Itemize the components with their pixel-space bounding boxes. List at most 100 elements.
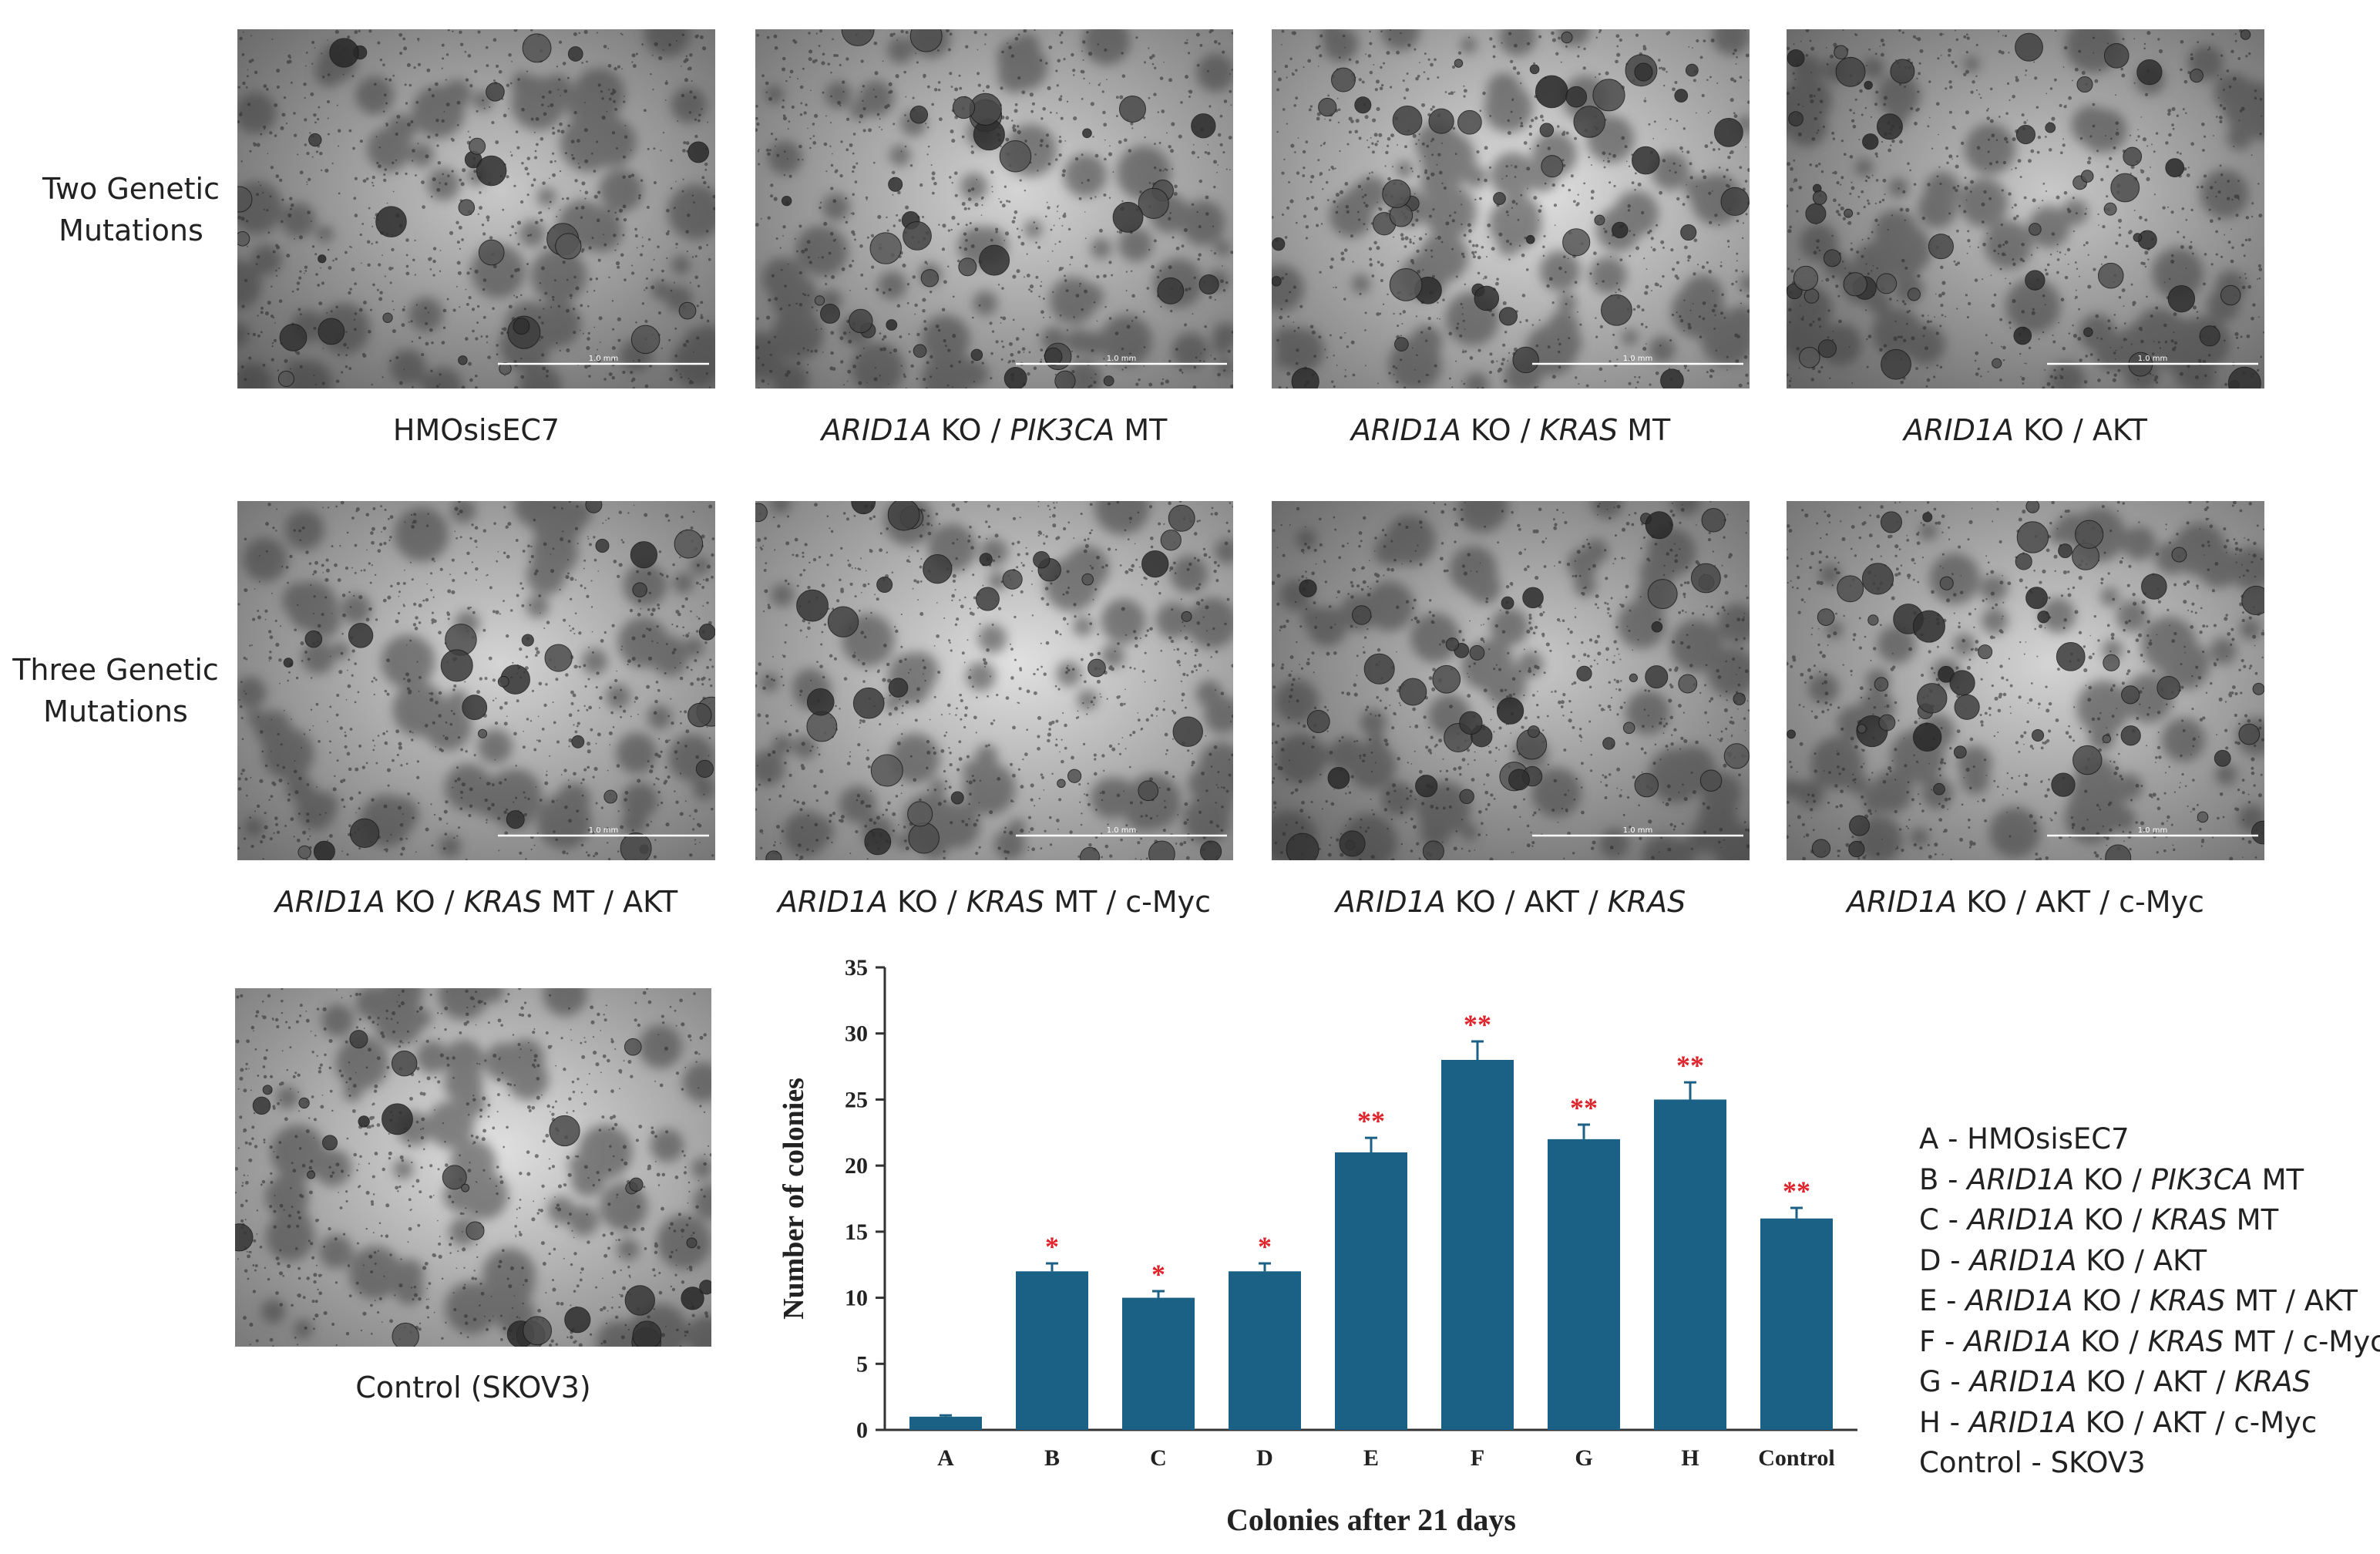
bar-e <box>1335 1152 1407 1430</box>
scale-bar-label: 1.0 mm <box>2138 355 2168 363</box>
x-tick-label: B <box>1044 1445 1060 1471</box>
caption-text: HMOsisEC7 <box>392 413 560 447</box>
micrograph-image: 1.0 mm <box>1272 501 1750 860</box>
y-tick-label: 20 <box>845 1153 868 1179</box>
legend-entry: E - ARID1A KO / KRAS MT / AKT <box>1919 1281 2380 1322</box>
gene-name-text: ARID1A <box>1964 1324 2072 1358</box>
micrograph-control-skov3 <box>235 988 711 1347</box>
micrograph-image: 1.0 mm <box>237 501 715 860</box>
scale-bar-label: 1.0 mm <box>1107 355 1137 363</box>
micrograph-arid1a-kras: 1.0 mm <box>1272 29 1750 388</box>
caption-arid1a-akt-kras: ARID1A KO / AKT / KRAS <box>1233 884 1788 920</box>
micrograph-arid1a-pik3ca: 1.0 mm <box>755 29 1233 388</box>
y-tick-label: 35 <box>845 955 868 980</box>
caption-arid1a-kras: ARID1A KO / KRAS MT <box>1233 412 1788 448</box>
caption-arid1a-akt-cmyc: ARID1A KO / AKT / c-Myc <box>1748 884 2303 920</box>
y-tick-label: 5 <box>856 1351 868 1377</box>
caption-text: H - <box>1919 1405 1969 1439</box>
x-tick-label: Control <box>1758 1445 1834 1471</box>
caption-text: KO / <box>2075 1203 2152 1236</box>
caption-text: KO / AKT / <box>1445 885 1608 919</box>
significance-marker: ** <box>1676 1050 1704 1081</box>
caption-control-skov3: Control (SKOV3) <box>196 1370 751 1405</box>
micrograph-image <box>235 988 711 1347</box>
micrograph-image: 1.0 mm <box>755 29 1233 388</box>
caption-text: MT / AKT <box>542 885 678 919</box>
significance-marker: * <box>1151 1259 1165 1290</box>
row-label-line: Mutations <box>43 695 188 728</box>
caption-text: Control (SKOV3) <box>355 1371 591 1404</box>
row-label-three-mutations: Three Genetic Mutations <box>8 649 224 732</box>
gene-name-text: PIK3CA <box>1010 413 1115 447</box>
legend-entry: A - HMOsisEC7 <box>1919 1119 2380 1160</box>
x-tick-label: F <box>1471 1445 1484 1471</box>
caption-text: MT <box>1114 413 1168 447</box>
caption-arid1a-pik3ca: ARID1A KO / PIK3CA MT <box>717 412 1272 448</box>
x-axis-title: Colonies after 21 days <box>1226 1502 1516 1537</box>
bar-b <box>1016 1271 1088 1430</box>
y-axis-title: Number of colonies <box>778 1078 810 1320</box>
gene-name-text: ARID1A <box>1335 885 1446 919</box>
significance-marker: ** <box>1464 1009 1491 1040</box>
x-tick-label: E <box>1363 1445 1379 1471</box>
caption-text: KO / <box>887 885 966 919</box>
caption-text: KO / AKT / <box>2076 1365 2235 1398</box>
gene-name-text: KRAS <box>1539 413 1619 447</box>
caption-text: G - <box>1919 1365 1970 1398</box>
micrograph-arid1a-akt-cmyc: 1.0 mm <box>1787 501 2264 860</box>
caption-hmosisec7: HMOsisEC7 <box>199 412 754 448</box>
gene-name-text: ARID1A <box>1847 885 1958 919</box>
gene-name-text: ARID1A <box>274 885 385 919</box>
caption-text: MT <box>1618 413 1671 447</box>
caption-text: KO / <box>2071 1324 2148 1358</box>
caption-text: KO / <box>1461 413 1540 447</box>
caption-text: MT / c-Myc <box>2224 1324 2380 1358</box>
caption-text: Control - SKOV3 <box>1919 1446 2146 1479</box>
gene-name-text: ARID1A <box>1967 1162 2075 1196</box>
bar-d <box>1229 1271 1301 1430</box>
micrograph-image: 1.0 mm <box>1787 501 2264 860</box>
caption-text: A - HMOsisEC7 <box>1919 1122 2130 1155</box>
bar-a <box>909 1416 982 1430</box>
gene-name-text: KRAS <box>966 885 1045 919</box>
micrograph-image: 1.0 mm <box>1272 29 1750 388</box>
significance-marker: * <box>1258 1231 1272 1262</box>
row-label-line: Mutations <box>59 214 203 247</box>
bar-g <box>1548 1139 1620 1430</box>
caption-arid1a-kras-cmyc: ARID1A KO / KRAS MT / c-Myc <box>717 884 1272 920</box>
x-tick-label: D <box>1256 1445 1273 1471</box>
gene-name-text: KRAS <box>2149 1284 2226 1317</box>
micrograph-arid1a-akt-kras: 1.0 mm <box>1272 501 1750 860</box>
micrograph-arid1a-akt: 1.0 mm <box>1787 29 2264 388</box>
gene-name-text: ARID1A <box>1969 1365 2077 1398</box>
caption-text: F - <box>1919 1324 1965 1358</box>
scale-bar-label: 1.0 mm <box>589 826 619 835</box>
caption-text: MT / c-Myc <box>1044 885 1212 919</box>
legend-entry: H - ARID1A KO / AKT / c-Myc <box>1919 1403 2380 1444</box>
micrograph-arid1a-kras-cmyc: 1.0 mm <box>755 501 1233 860</box>
row-label-line: Three Genetic <box>12 653 219 687</box>
significance-marker: ** <box>1783 1176 1810 1206</box>
caption-text: MT <box>2227 1203 2279 1236</box>
micrograph-hmosisec7: 1.0 mm <box>237 29 715 388</box>
y-tick-label: 15 <box>845 1219 868 1245</box>
caption-text: B - <box>1919 1162 1968 1196</box>
x-tick-label: C <box>1150 1445 1167 1471</box>
x-tick-label: H <box>1681 1445 1699 1471</box>
legend-entry: B - ARID1A KO / PIK3CA MT <box>1919 1160 2380 1201</box>
gene-name-text: ARID1A <box>1965 1284 2073 1317</box>
gene-name-text: ARID1A <box>1968 1405 2076 1439</box>
x-tick-label: G <box>1575 1445 1592 1471</box>
y-tick-label: 10 <box>845 1286 868 1311</box>
gene-name-text: KRAS <box>2234 1365 2311 1398</box>
scale-bar-label: 1.0 mm <box>1623 826 1653 835</box>
bar-h <box>1654 1099 1726 1430</box>
legend-entry: Control - SKOV3 <box>1919 1443 2380 1484</box>
gene-name-text: ARID1A <box>821 413 932 447</box>
row-label-line: Two Genetic <box>42 172 220 206</box>
legend-entry: C - ARID1A KO / KRAS MT <box>1919 1200 2380 1241</box>
caption-text: KO / <box>2074 1162 2151 1196</box>
caption-text: C - <box>1919 1203 1968 1236</box>
colony-bar-chart: 0 5 10 15 20 25 30 35 A B * C * D * E ** F ** G ** H ** Control… <box>778 955 1857 1537</box>
scale-bar-label: 1.0 mm <box>1623 355 1653 363</box>
